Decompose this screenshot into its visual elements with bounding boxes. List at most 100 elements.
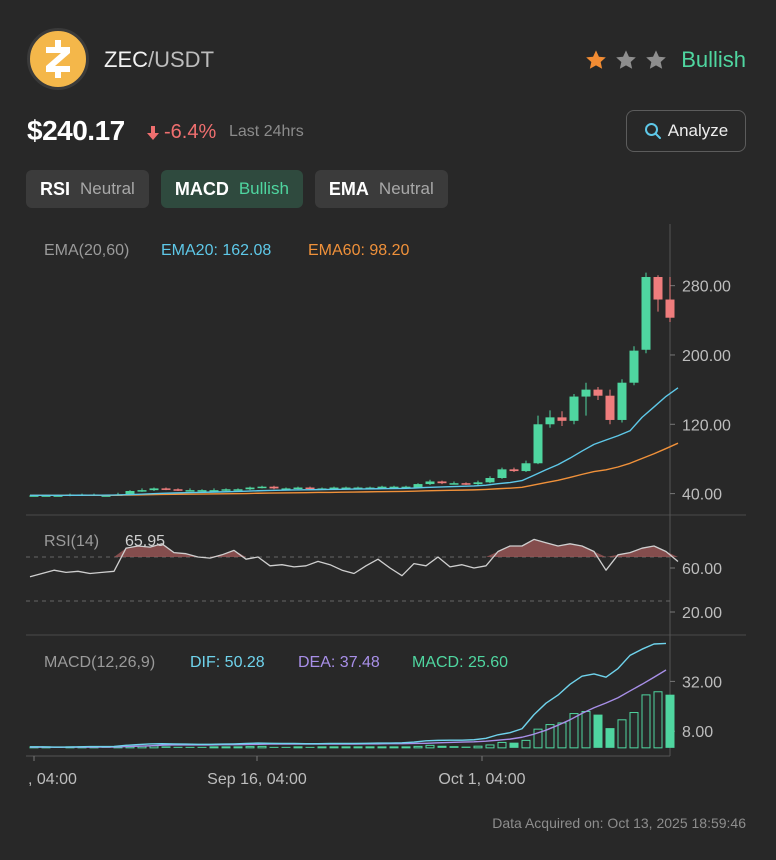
candle: [401, 485, 411, 489]
x-tick-label: Sep 16, 04:00: [207, 771, 307, 788]
candle-body: [521, 463, 531, 472]
candle: [533, 415, 543, 465]
data-acquired-timestamp: Data Acquired on: Oct 13, 2025 18:59:46: [492, 815, 746, 831]
candle-body: [665, 299, 675, 318]
macd-histogram-bar: [293, 746, 303, 749]
macd-histogram-bar: [317, 746, 327, 749]
macd-histogram-bar: [233, 746, 243, 749]
pair-separator: /: [148, 47, 155, 72]
macd-histogram-bar: [257, 745, 267, 749]
zcash-logo-icon: [27, 28, 89, 90]
candle: [629, 346, 639, 386]
candle-body: [569, 396, 579, 421]
macd-histogram-bar: [185, 746, 195, 748]
candle-body: [101, 495, 111, 497]
candle-body: [449, 483, 459, 485]
badge-state: Neutral: [378, 179, 434, 198]
candle: [605, 389, 615, 425]
sentiment-label: Bullish: [681, 47, 746, 72]
candle-body: [509, 469, 519, 472]
macd-histogram-bar: [161, 746, 171, 748]
candle-body: [341, 487, 351, 490]
dea-legend: DEA: 37.48: [298, 654, 380, 671]
macd-histogram-bar: [497, 741, 507, 749]
macd-badge[interactable]: MACD Bullish: [160, 170, 303, 208]
candle: [569, 393, 579, 425]
macd-histogram-bar: [461, 746, 471, 748]
candle: [449, 481, 459, 485]
rsi-legend-title: RSI(14): [44, 533, 99, 550]
candle: [425, 479, 435, 485]
macd-histogram-bar: [425, 744, 435, 749]
macd-histogram-bar: [605, 728, 615, 748]
badge-name: RSI: [40, 178, 71, 199]
sentiment-rating: Bullish: [585, 46, 746, 74]
candle-body: [41, 495, 51, 497]
search-icon: [644, 123, 661, 139]
macd-histogram-bar: [617, 719, 627, 749]
candle-body: [305, 487, 315, 490]
candle: [377, 485, 387, 489]
candle-body: [461, 483, 471, 485]
star-empty-icon: [646, 50, 666, 69]
y-tick-label: 200.00: [682, 348, 731, 365]
y-tick-label: 20.00: [682, 605, 722, 622]
candle: [389, 485, 399, 489]
y-tick-label: 280.00: [682, 279, 731, 296]
ema-badge[interactable]: EMA Neutral: [314, 170, 448, 208]
candle: [233, 488, 243, 491]
candle: [269, 485, 279, 490]
change-period: Last 24hrs: [229, 123, 304, 140]
candle: [137, 488, 147, 492]
macd-histogram-bar: [449, 746, 459, 748]
candle-body: [281, 488, 291, 490]
candle-body: [533, 424, 543, 464]
candle-body: [185, 490, 195, 492]
candle: [509, 467, 519, 472]
macd-legend-value: MACD: 25.60: [412, 654, 508, 671]
candle: [281, 487, 291, 490]
candle: [497, 467, 507, 479]
price-change-value: -6.4%: [164, 121, 217, 143]
macd-histogram-bar: [305, 746, 315, 748]
candle-body: [29, 495, 39, 497]
candle-body: [173, 489, 183, 491]
y-tick-label: 8.00: [682, 724, 713, 741]
x-tick-label: Oct 1, 04:00: [438, 771, 525, 788]
candle-body: [485, 478, 495, 483]
macd-histogram-bar: [377, 746, 387, 749]
star-empty-icon: [616, 50, 636, 69]
candle: [353, 486, 363, 490]
trading-pair: ZEC/USDT: [104, 46, 214, 74]
candle-body: [425, 481, 435, 485]
rsi-badge[interactable]: RSI Neutral: [26, 170, 149, 208]
candle: [305, 486, 315, 490]
macd-histogram-bar: [209, 746, 219, 749]
candle-body: [629, 350, 639, 383]
macd-histogram-bar: [353, 746, 363, 749]
candle-body: [125, 491, 135, 495]
candle: [653, 275, 663, 312]
chart-area[interactable]: 280.00 200.00 120.00 40.00 EMA(20,60) EMA20: …: [0, 224, 776, 804]
candle-body: [245, 487, 255, 490]
ema20-legend: EMA20: 162.08: [161, 242, 271, 259]
candle: [641, 272, 651, 354]
analyze-button[interactable]: Analyze: [626, 110, 746, 152]
x-tick-label: , 04:00: [28, 771, 77, 788]
candle: [257, 485, 267, 489]
dif-line: [30, 642, 667, 748]
macd-histogram-bar: [413, 745, 423, 749]
badge-state: Bullish: [238, 179, 289, 198]
star-filled-icon: [586, 50, 606, 69]
dea-line: [30, 669, 667, 748]
y-tick-label: 120.00: [682, 417, 731, 434]
macd-histogram-bar: [581, 711, 591, 749]
macd-histogram-bar: [197, 746, 207, 748]
candle: [581, 382, 591, 416]
candle-body: [209, 490, 219, 492]
candle-body: [377, 486, 387, 489]
indicator-chart[interactable]: 280.00 200.00 120.00 40.00 EMA(20,60) EMA20: …: [0, 224, 776, 804]
badge-state: Neutral: [80, 179, 135, 198]
pair-base: ZEC: [104, 47, 148, 72]
candle-body: [149, 488, 159, 491]
